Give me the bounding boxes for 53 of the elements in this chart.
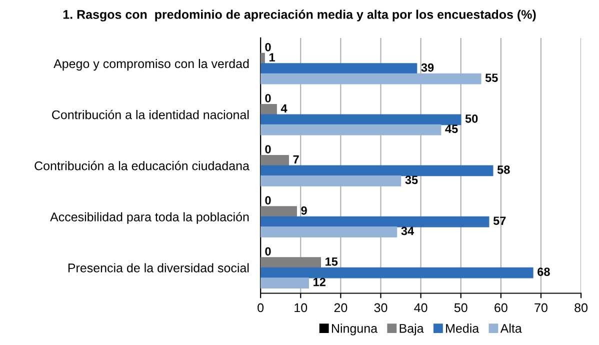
data-label: 35 (405, 176, 418, 184)
data-label: 55 (485, 74, 498, 82)
data-label: 0 (265, 145, 271, 154)
bar (260, 124, 442, 136)
y-tick-label: Apego y compromiso con la verdad (54, 58, 249, 71)
data-label: 34 (401, 226, 414, 236)
y-tick-label: Contribución a la educación ciudadana (34, 160, 250, 170)
bar (260, 257, 321, 268)
x-tick-label: 80 (574, 303, 588, 312)
data-label: 57 (493, 216, 506, 225)
data-label: 4 (280, 104, 288, 112)
data-label: 0 (265, 196, 271, 205)
data-label: 39 (421, 63, 434, 72)
legend-label: Ninguna (332, 324, 378, 336)
x-tick-label: 0 (258, 303, 264, 312)
bar (260, 165, 494, 176)
bar (260, 175, 402, 186)
bar (260, 155, 289, 166)
y-tick-label: Contribución a la identidad nacional (52, 110, 249, 120)
x-tick-label: 50 (454, 303, 468, 312)
x-tick-label: 40 (414, 303, 428, 312)
data-label: 1 (269, 53, 275, 62)
chart-title: 1. Rasgos con predominio de apreciación media y alta por los encuestados (%) (63, 10, 536, 22)
data-label: 12 (314, 278, 326, 286)
data-label: 15 (326, 258, 338, 266)
y-tick-label: Accesibilidad para toda la población (50, 212, 249, 224)
x-tick-label: 30 (374, 303, 388, 312)
bar (260, 206, 297, 218)
bar (260, 63, 418, 74)
bar (260, 226, 398, 238)
data-label: 58 (497, 166, 510, 174)
x-tick-label: 60 (494, 303, 508, 312)
data-label: 50 (465, 114, 478, 123)
legend-label: Alta (500, 324, 522, 333)
bar (260, 267, 534, 278)
x-tick-label: 10 (294, 303, 308, 312)
x-tick-label: 70 (534, 303, 548, 312)
bar (260, 104, 277, 115)
data-label: 9 (301, 206, 307, 215)
data-label: 0 (265, 94, 271, 102)
bar (260, 73, 482, 84)
bar (260, 216, 490, 228)
x-tick-label: 20 (334, 303, 348, 312)
data-label: 0 (265, 42, 271, 52)
data-label: 68 (538, 268, 550, 276)
bar (260, 278, 309, 288)
y-tick-label: Presencia de la diversidad social (68, 263, 249, 272)
bar (260, 114, 462, 126)
data-label: 0 (265, 247, 271, 256)
data-label: 45 (445, 124, 458, 134)
data-label: 7 (293, 155, 299, 164)
legend-label: Baja (400, 324, 424, 336)
legend-label: Media (446, 324, 480, 333)
